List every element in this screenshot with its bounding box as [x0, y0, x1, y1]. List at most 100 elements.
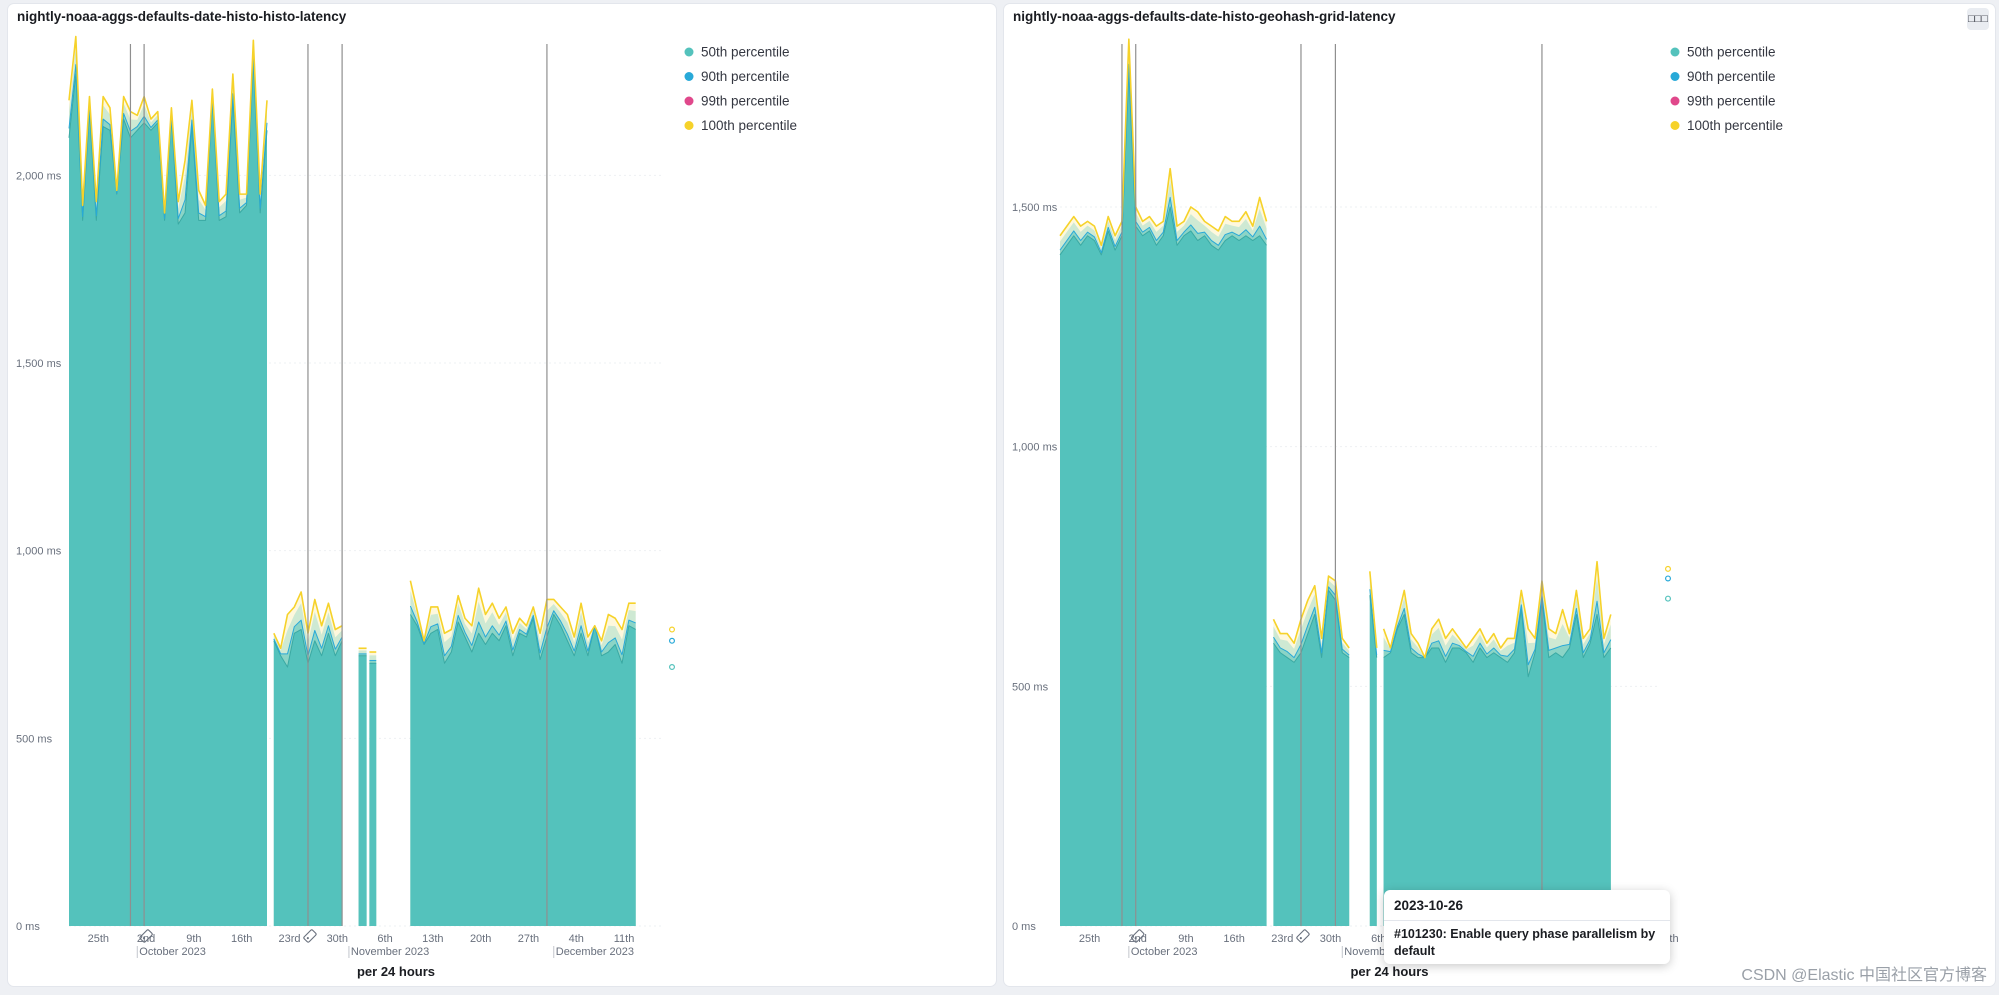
- x-tick-label: 16th: [231, 933, 252, 945]
- month-label: November 2023: [351, 946, 429, 958]
- tag-icon-hole: [1299, 937, 1302, 940]
- y-tick-label: 1,500 ms: [1012, 202, 1058, 214]
- legend-swatch: [1670, 121, 1680, 130]
- x-tick-label: 2nd: [137, 933, 155, 945]
- tag-icon-hole: [142, 937, 146, 940]
- legend-swatch: [684, 96, 694, 106]
- x-tick-label: 20th: [470, 933, 491, 945]
- p90-line: [409, 605, 636, 657]
- p50-line: [1273, 589, 1350, 663]
- legend-label: 100th percentile: [701, 118, 797, 133]
- x-tick-label: 6th: [377, 933, 392, 945]
- legend-swatch: [1670, 96, 1680, 106]
- p100-line: [1382, 560, 1612, 659]
- legend-label: 99th percentile: [1687, 94, 1776, 109]
- y-tick-label: 500 ms: [16, 733, 53, 745]
- last-value-marker: [668, 637, 675, 644]
- tag-icon: [303, 929, 317, 943]
- y-tick-label: 0 ms: [1012, 921, 1036, 933]
- p50-area: [358, 655, 367, 926]
- y-tick-label: 0 ms: [16, 921, 40, 933]
- p50-area: [1383, 600, 1611, 926]
- p100-line: [1369, 571, 1378, 649]
- tooltip-divider: [1384, 920, 1670, 921]
- x-tick-label: 11th: [614, 933, 635, 945]
- x-tick-label: 25th: [88, 933, 109, 945]
- tooltip-date: 2023-10-26: [1394, 898, 1464, 913]
- last-value-markers: [668, 626, 675, 671]
- tag-icon-shape: [303, 929, 317, 943]
- month-label: October 2023: [139, 946, 206, 958]
- tag-icon-hole: [306, 937, 309, 940]
- panel-title: nightly-noaa-aggs-defaults-date-histo-hi…: [17, 9, 347, 24]
- tag-icon: [1296, 929, 1310, 943]
- legend: 50th percentile 90th percentile 99th perce…: [1670, 45, 1783, 133]
- x-axis: 25th 2nd 9th 16th 23rd 30th 6th 13th 20th 27th 4th…: [88, 933, 635, 958]
- p50-area: [1060, 72, 1267, 927]
- p90-line: [1273, 586, 1350, 659]
- legend-swatch: [1670, 47, 1680, 57]
- y-tick-label: 1,000 ms: [16, 546, 62, 558]
- legend-label: 50th percentile: [1687, 45, 1776, 60]
- watermark: CSDN @Elastic 中国社区官方博客: [1741, 967, 1987, 984]
- series: [1059, 38, 1612, 927]
- chart-histo-latency[interactable]: 0 ms 500 ms 1,000 ms 1,500 ms 2,000 ms 25th 2n…: [8, 4, 996, 986]
- p50-area: [1369, 595, 1377, 926]
- p100-line: [1059, 38, 1268, 247]
- x-tick-label: 9th: [1178, 933, 1193, 945]
- month-label: October 2023: [1131, 946, 1198, 958]
- last-value-marker: [1664, 595, 1671, 602]
- last-value-marker: [1664, 565, 1671, 572]
- tag-icon: [139, 929, 153, 943]
- month-label: December 2023: [556, 946, 634, 958]
- annotations: [129, 44, 548, 943]
- last-value-marker: [668, 664, 675, 671]
- y-axis: 0 ms 500 ms 1,000 ms 1,500 ms 2,000 ms: [16, 170, 62, 933]
- tag-icon-shape: [1296, 929, 1310, 943]
- series: [68, 35, 636, 927]
- x-tick-label: 25th: [1079, 933, 1100, 945]
- p50-area: [1273, 590, 1350, 926]
- last-value-marker: [1664, 575, 1671, 582]
- x-tick-label: 9th: [186, 933, 201, 945]
- p100-line: [409, 580, 636, 642]
- p50-area: [369, 663, 377, 926]
- legend-label: 99th percentile: [701, 94, 790, 109]
- legend-swatch: [1670, 72, 1680, 81]
- legend-label: 50th percentile: [701, 45, 790, 60]
- x-tick-label: 30th: [327, 933, 348, 945]
- p100-line: [1272, 575, 1350, 649]
- x-tick-label: 2nd: [1129, 933, 1147, 945]
- p100-line: [68, 35, 268, 214]
- p50-line: [1059, 72, 1267, 256]
- last-value-markers: [1664, 565, 1671, 602]
- x-axis-title: per 24 hours: [357, 964, 435, 979]
- p50-area: [410, 614, 636, 926]
- legend-swatch: [684, 72, 694, 81]
- y-tick-label: 1,000 ms: [1012, 442, 1058, 454]
- ellipsis-icon[interactable]: □□□: [1967, 8, 1989, 30]
- tooltip-text: #101230: Enable query phase parallelism …: [1394, 927, 1656, 958]
- x-tick-label: 4th: [569, 933, 584, 945]
- chart-geohash-latency[interactable]: 0 ms 500 ms 1,000 ms 1,500 ms 25th 2nd 9th 16th…: [1004, 4, 1995, 986]
- x-axis-title: per 24 hours: [1350, 964, 1428, 979]
- y-axis: 0 ms 500 ms 1,000 ms 1,500 ms: [1012, 202, 1058, 933]
- last-value-marker: [668, 626, 675, 633]
- p90-line: [1369, 589, 1378, 656]
- tag-icon-shape: [139, 929, 153, 943]
- panel-title: nightly-noaa-aggs-defaults-date-histo-ge…: [1013, 9, 1396, 24]
- x-tick-label: 6th: [1371, 933, 1386, 945]
- x-tick-label: 16th: [1223, 933, 1244, 945]
- x-tick-label: 30th: [1320, 933, 1341, 945]
- x-tick-label: 23rd: [1271, 933, 1293, 945]
- x-tick-label: 13th: [422, 933, 443, 945]
- chart-panel-histo-latency: nightly-noaa-aggs-defaults-date-histo-hi…: [8, 4, 996, 986]
- legend-label: 100th percentile: [1687, 118, 1783, 133]
- p50-area: [69, 62, 267, 927]
- tag-icon-hole: [1134, 937, 1137, 940]
- annotation-tooltip: 2023-10-26 #101230: Enable query phase p…: [1384, 890, 1670, 964]
- p50-line: [1383, 599, 1612, 678]
- p90-line: [1059, 63, 1267, 254]
- legend: 50th percentile 90th percentile 99th perce…: [684, 45, 797, 133]
- p90-line: [1383, 594, 1612, 666]
